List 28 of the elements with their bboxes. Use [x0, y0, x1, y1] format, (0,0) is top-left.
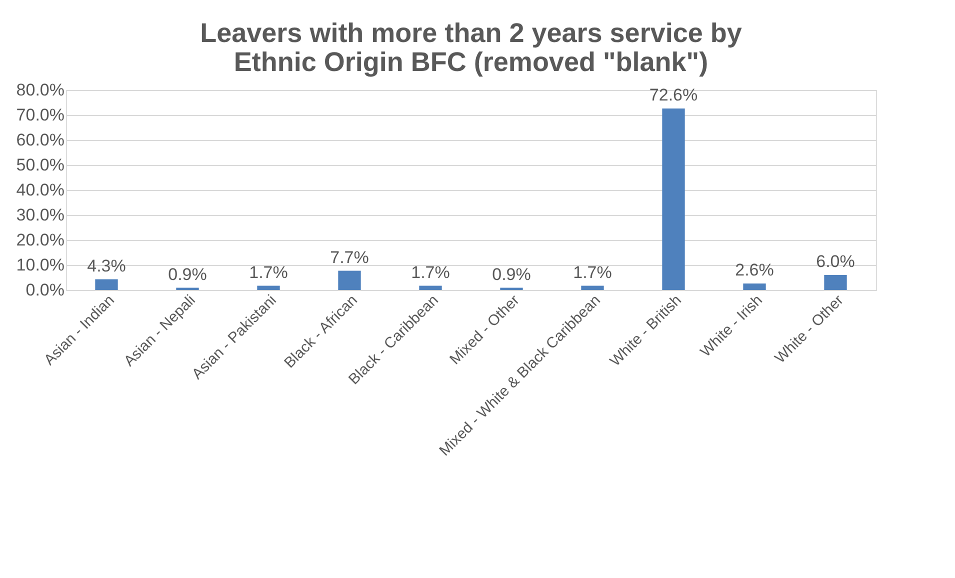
data-label: 7.7% [330, 248, 369, 267]
data-label: 1.7% [249, 262, 288, 282]
bar [662, 108, 685, 290]
data-label: 0.9% [168, 264, 207, 284]
data-label: 4.3% [87, 256, 126, 276]
bar [338, 270, 361, 290]
data-label: 2.6% [735, 260, 774, 280]
data-label: 1.7% [411, 262, 450, 282]
y-tick-label: 0.0% [26, 280, 64, 300]
bar [581, 286, 604, 290]
bar [743, 284, 766, 290]
data-label: 72.6% [649, 86, 698, 104]
y-tick-label: 20.0% [16, 230, 64, 250]
data-label: 1.7% [573, 262, 612, 282]
y-tick-label: 80.0% [16, 80, 64, 100]
y-tick-label: 60.0% [16, 130, 64, 150]
bar [95, 279, 118, 290]
y-tick-label: 10.0% [16, 256, 64, 274]
chart-title: Leavers with more than 2 years service by Ethnic Origin BFC (removed "blank") [200, 18, 742, 77]
bar [824, 275, 847, 290]
data-label: 0.9% [492, 264, 531, 284]
y-tick-label: 40.0% [16, 180, 64, 200]
y-tick-label: 50.0% [16, 156, 64, 174]
bar [257, 286, 280, 290]
data-label: 6.0% [816, 252, 855, 271]
bar [419, 286, 442, 290]
y-tick-label: 30.0% [16, 206, 64, 224]
y-tick-label: 70.0% [16, 106, 64, 124]
